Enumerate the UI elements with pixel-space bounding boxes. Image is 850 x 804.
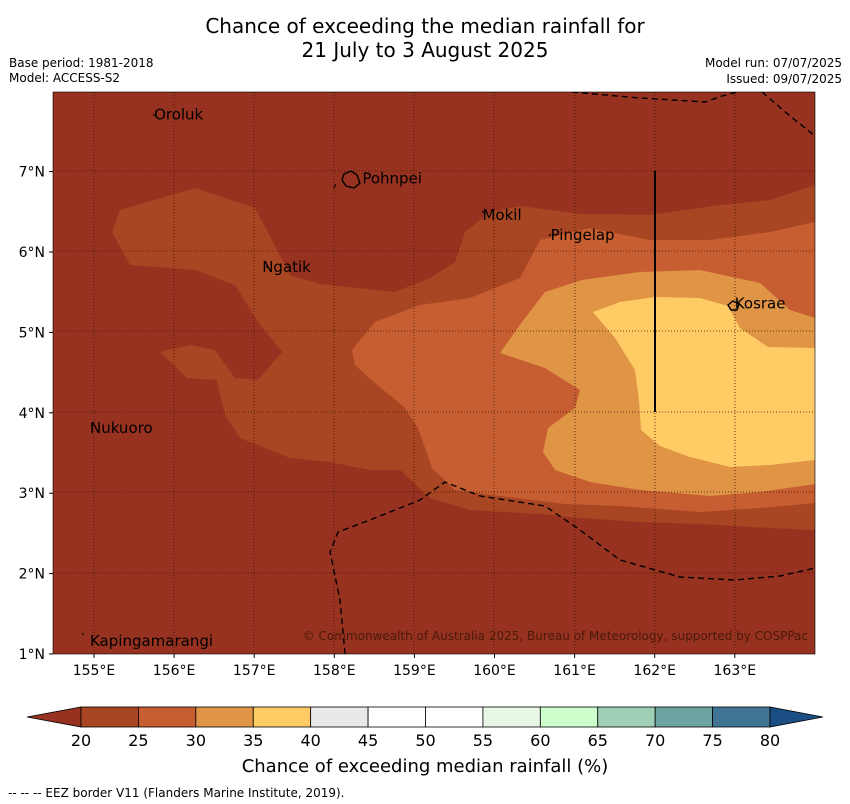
lat-tick-label: 3°N <box>19 486 45 502</box>
place-label: Nukuoro <box>90 419 153 437</box>
longitude-axis: 155°E 156°E 157°E 158°E 159°E 160°E 161°E 162°E… <box>73 654 756 679</box>
colorbar-segment <box>80 706 139 728</box>
place-label: Pohnpei <box>362 170 422 188</box>
lat-tick-label: 5°N <box>19 325 45 341</box>
colorbar-tick-label: 65 <box>588 731 608 750</box>
copyright-text: © Commonwealth of Australia 2025, Bureau… <box>303 629 808 643</box>
place-labels: Oroluk Pohnpei Mokil Pingelap Ngatik Kosrae Nu… <box>90 105 785 650</box>
chart-title-line-1: Chance of exceeding the median rainfall … <box>205 14 645 38</box>
place-label: Kosrae <box>735 294 786 312</box>
kosrae-outline <box>727 300 740 311</box>
chart-title-line-2: 21 July to 3 August 2025 <box>301 38 549 62</box>
colorbar-tick-label: 50 <box>415 731 435 750</box>
island-dot-marks <box>81 113 552 636</box>
latitude-axis: 1°N 2°N 3°N 4°N 5°N 6°N 7°N <box>19 165 53 663</box>
colorbar-tick-label: 45 <box>358 731 378 750</box>
colorbar-tick-label: 75 <box>702 731 722 750</box>
lon-tick-label: 155°E <box>73 663 116 679</box>
colorbar-tick-label: 80 <box>760 731 780 750</box>
colorbar-segment <box>597 706 656 728</box>
colorbar-segment <box>367 706 426 728</box>
place-label: Ngatik <box>262 258 311 276</box>
colorbar-segment <box>252 706 312 728</box>
colorbar-segment <box>425 706 484 728</box>
lat-tick-label: 6°N <box>19 245 45 261</box>
lat-tick-label: 2°N <box>19 567 45 583</box>
colorbar-tick-label: 35 <box>243 731 263 750</box>
lon-tick-label: 158°E <box>313 663 356 679</box>
lon-tick-label: 163°E <box>714 663 757 679</box>
colorbar-label: Chance of exceeding median rainfall (%) <box>242 756 609 777</box>
model-text: Model: ACCESS-S2 <box>9 71 121 85</box>
place-label: Oroluk <box>154 105 203 123</box>
lon-tick-label: 160°E <box>473 663 516 679</box>
colorbar-segment <box>310 706 369 728</box>
colorbar-under-arrow <box>26 706 82 728</box>
pohnpei-outline <box>341 170 361 189</box>
colorbar-tick-label: 60 <box>530 731 550 750</box>
colorbar: 20 25 30 35 40 45 50 55 60 65 70 75 80 Chance of exc… <box>26 706 824 777</box>
lon-tick-label: 159°E <box>393 663 436 679</box>
model-run-text: Model run: 07/07/2025 <box>704 56 842 70</box>
place-label: Mokil <box>482 206 521 224</box>
lat-tick-label: 7°N <box>19 165 45 181</box>
colorbar-tick-label: 40 <box>300 731 320 750</box>
map-plot-area: © Commonwealth of Australia 2025, Bureau… <box>53 92 815 654</box>
lon-tick-label: 162°E <box>633 663 676 679</box>
lon-tick-label: 161°E <box>553 663 596 679</box>
colorbar-segment <box>138 706 197 728</box>
map-frame <box>52 91 816 655</box>
colorbar-tick-label: 20 <box>71 731 91 750</box>
lat-tick-label: 1°N <box>19 647 45 663</box>
colorbar-tick-label: 70 <box>645 731 665 750</box>
place-label: Kapingamarangi <box>90 632 213 650</box>
eez-border <box>329 92 815 654</box>
graticule <box>53 92 815 654</box>
colorbar-tick-label: 55 <box>473 731 493 750</box>
colorbar-tick-label: 30 <box>186 731 206 750</box>
lon-tick-label: 156°E <box>153 663 196 679</box>
colorbar-segment <box>539 706 599 728</box>
eez-source-footer: -- -- -- EEZ border V11 (Flanders Marine… <box>8 786 345 800</box>
colorbar-segment <box>195 706 254 728</box>
base-period-text: Base period: 1981-2018 <box>9 56 154 70</box>
colorbar-tick-label: 25 <box>128 731 148 750</box>
contour-40-45 <box>593 297 815 467</box>
colorbar-segment <box>654 706 713 728</box>
colorbar-segment <box>482 706 541 728</box>
colorbar-segment <box>712 706 771 728</box>
place-label: Pingelap <box>551 226 615 244</box>
issued-text: Issued: 09/07/2025 <box>726 72 842 86</box>
lat-tick-label: 4°N <box>19 406 45 422</box>
colorbar-over-arrow <box>769 706 824 728</box>
lon-tick-label: 157°E <box>233 663 276 679</box>
